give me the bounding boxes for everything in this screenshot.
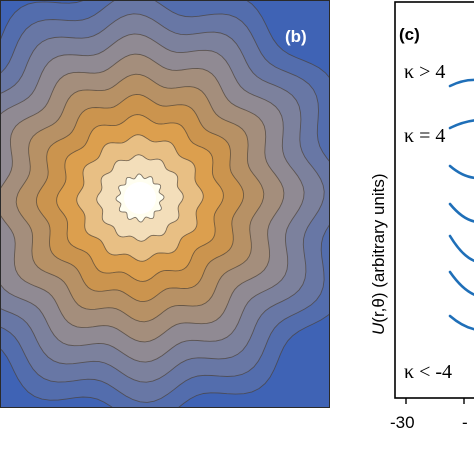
potential-curve (448, 164, 474, 180)
potential-curve (448, 202, 474, 223)
y-axis-label-symbol: U (369, 322, 388, 335)
potential-curve (448, 234, 474, 263)
contour-center (124, 182, 156, 214)
kappa-lt-neg4-label: κ < -4 (404, 361, 452, 383)
potential-curve (448, 270, 474, 296)
potential-plot-panel: U(r,θ) (arbitrary units) (c) κ > 4 κ = 4… (369, 1, 474, 432)
y-axis-label: U(r,θ) (arbitrary units) (369, 173, 388, 335)
contour-bands (0, 0, 330, 408)
y-axis-label-rest: (r,θ) (arbitrary units) (369, 173, 388, 322)
potential-curve (448, 119, 474, 130)
panel-b-border (0, 0, 330, 408)
potential-curve (448, 78, 474, 88)
panel-b-label: (b) (285, 27, 307, 46)
panel-c-label: (c) (399, 25, 420, 44)
potential-curve (448, 314, 474, 331)
plot-frame (394, 1, 474, 399)
x-tick-label: -30 (390, 413, 415, 432)
kappa-gt-4-label: κ > 4 (404, 61, 445, 83)
potential-curves (448, 78, 474, 331)
contour-plot-panel: (b) (0, 0, 330, 408)
x-tick-label: - (462, 413, 468, 432)
kappa-eq-4-label: κ = 4 (404, 125, 445, 147)
